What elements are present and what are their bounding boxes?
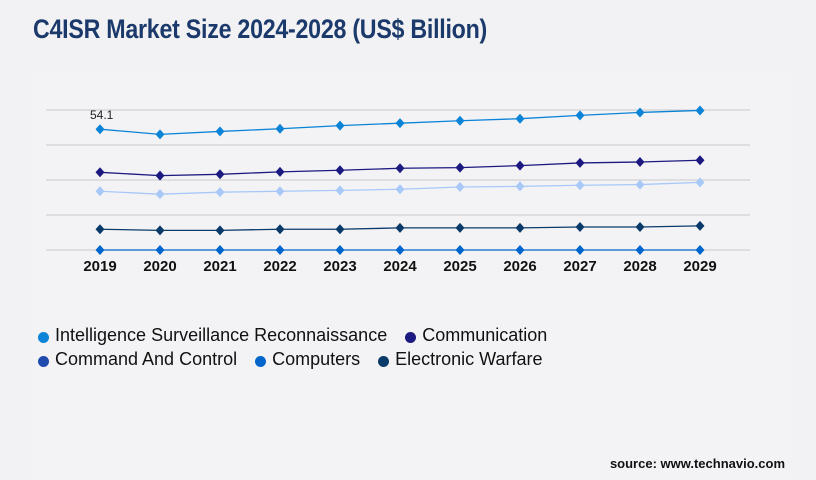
legend-dot-icon (405, 331, 417, 343)
data-point (455, 222, 465, 233)
data-point (95, 167, 105, 178)
legend-dot-icon (255, 355, 267, 367)
data-point (635, 107, 645, 118)
data-point (515, 113, 525, 124)
legend-label: Command And Control (55, 348, 238, 369)
data-point (635, 157, 645, 168)
data-point (155, 170, 165, 181)
data-point (215, 225, 225, 236)
data-point (455, 182, 465, 193)
legend-dot-icon (378, 355, 390, 367)
chart-title: C4ISR Market Size 2024-2028 (US$ Billion… (33, 14, 488, 44)
data-point (155, 189, 165, 200)
legend-item: Communication (405, 325, 547, 346)
x-tick-label: 2026 (503, 258, 536, 275)
data-point (635, 222, 645, 233)
legend-item: Electronic Warfare (378, 348, 543, 370)
data-point (95, 124, 105, 135)
x-tick-label: 2027 (563, 258, 596, 275)
data-point (575, 180, 585, 191)
data-point (215, 245, 225, 255)
data-point (515, 222, 525, 233)
data-point (455, 245, 465, 255)
data-point (695, 220, 705, 231)
x-tick-label: 2029 (683, 258, 716, 275)
legend-item: Computers (255, 349, 360, 370)
data-point (515, 245, 525, 255)
legend-label: Computers (272, 348, 361, 369)
data-point (575, 222, 585, 233)
x-tick-label: 2023 (323, 258, 356, 275)
data-point (275, 166, 285, 177)
data-point (575, 110, 585, 121)
legend-label: Intelligence Surveillance Reconnaissance (55, 324, 388, 345)
data-point (335, 165, 345, 176)
data-point (215, 187, 225, 198)
legend-item: Command And Control (38, 349, 237, 370)
data-point (695, 177, 705, 188)
data-point (215, 126, 225, 137)
source-note: source: www.technavio.com (609, 456, 785, 471)
data-point (335, 245, 345, 255)
data-point (635, 245, 645, 255)
data-point (395, 118, 405, 129)
data-point (695, 105, 705, 116)
data-point (155, 225, 165, 236)
data-point (275, 123, 285, 134)
data-point (95, 224, 105, 235)
x-tick-label: 2022 (263, 258, 296, 275)
data-point (455, 115, 465, 126)
data-point (215, 169, 225, 180)
data-point (335, 120, 345, 131)
line-chart: 2019 2020 2021 2022 2023 2024 2025 2026 2027 2028… (46, 105, 750, 275)
legend-row: Intelligence Surveillance Reconnaissance… (38, 323, 565, 347)
data-point (575, 157, 585, 168)
legend-label: Communication (422, 324, 548, 345)
x-tick-label: 2024 (383, 258, 417, 275)
legend-label: Electronic Warfare (395, 348, 543, 369)
data-point (515, 160, 525, 171)
x-tick-label: 2025 (443, 258, 476, 275)
data-point (335, 185, 345, 196)
data-point (275, 224, 285, 235)
x-tick-label: 2020 (143, 258, 176, 275)
data-point (575, 245, 585, 255)
data-point (275, 245, 285, 255)
data-point (455, 162, 465, 173)
data-point (695, 245, 705, 255)
data-point (95, 186, 105, 197)
data-point (155, 129, 165, 140)
data-point (395, 245, 405, 255)
data-point (695, 155, 705, 166)
data-point (95, 245, 105, 255)
data-point (275, 186, 285, 197)
x-tick-label: 2019 (83, 258, 116, 275)
data-point (335, 224, 345, 235)
x-tick-label: 2021 (203, 258, 236, 275)
data-point (155, 245, 165, 255)
x-tick-label: 2028 (623, 258, 656, 275)
legend-item: Intelligence Surveillance Reconnaissance (38, 325, 387, 346)
data-point (515, 181, 525, 192)
data-point (635, 179, 645, 190)
data-point (395, 184, 405, 195)
chart-panel (30, 70, 790, 480)
data-point (395, 222, 405, 233)
data-label: 54.1 (90, 108, 114, 122)
legend-dot-icon (38, 355, 49, 367)
legend-dot-icon (38, 331, 49, 343)
legend: Intelligence Surveillance Reconnaissance… (38, 323, 565, 371)
data-point (395, 163, 405, 174)
legend-row: Command And Control Computers Electronic W… (38, 347, 565, 371)
